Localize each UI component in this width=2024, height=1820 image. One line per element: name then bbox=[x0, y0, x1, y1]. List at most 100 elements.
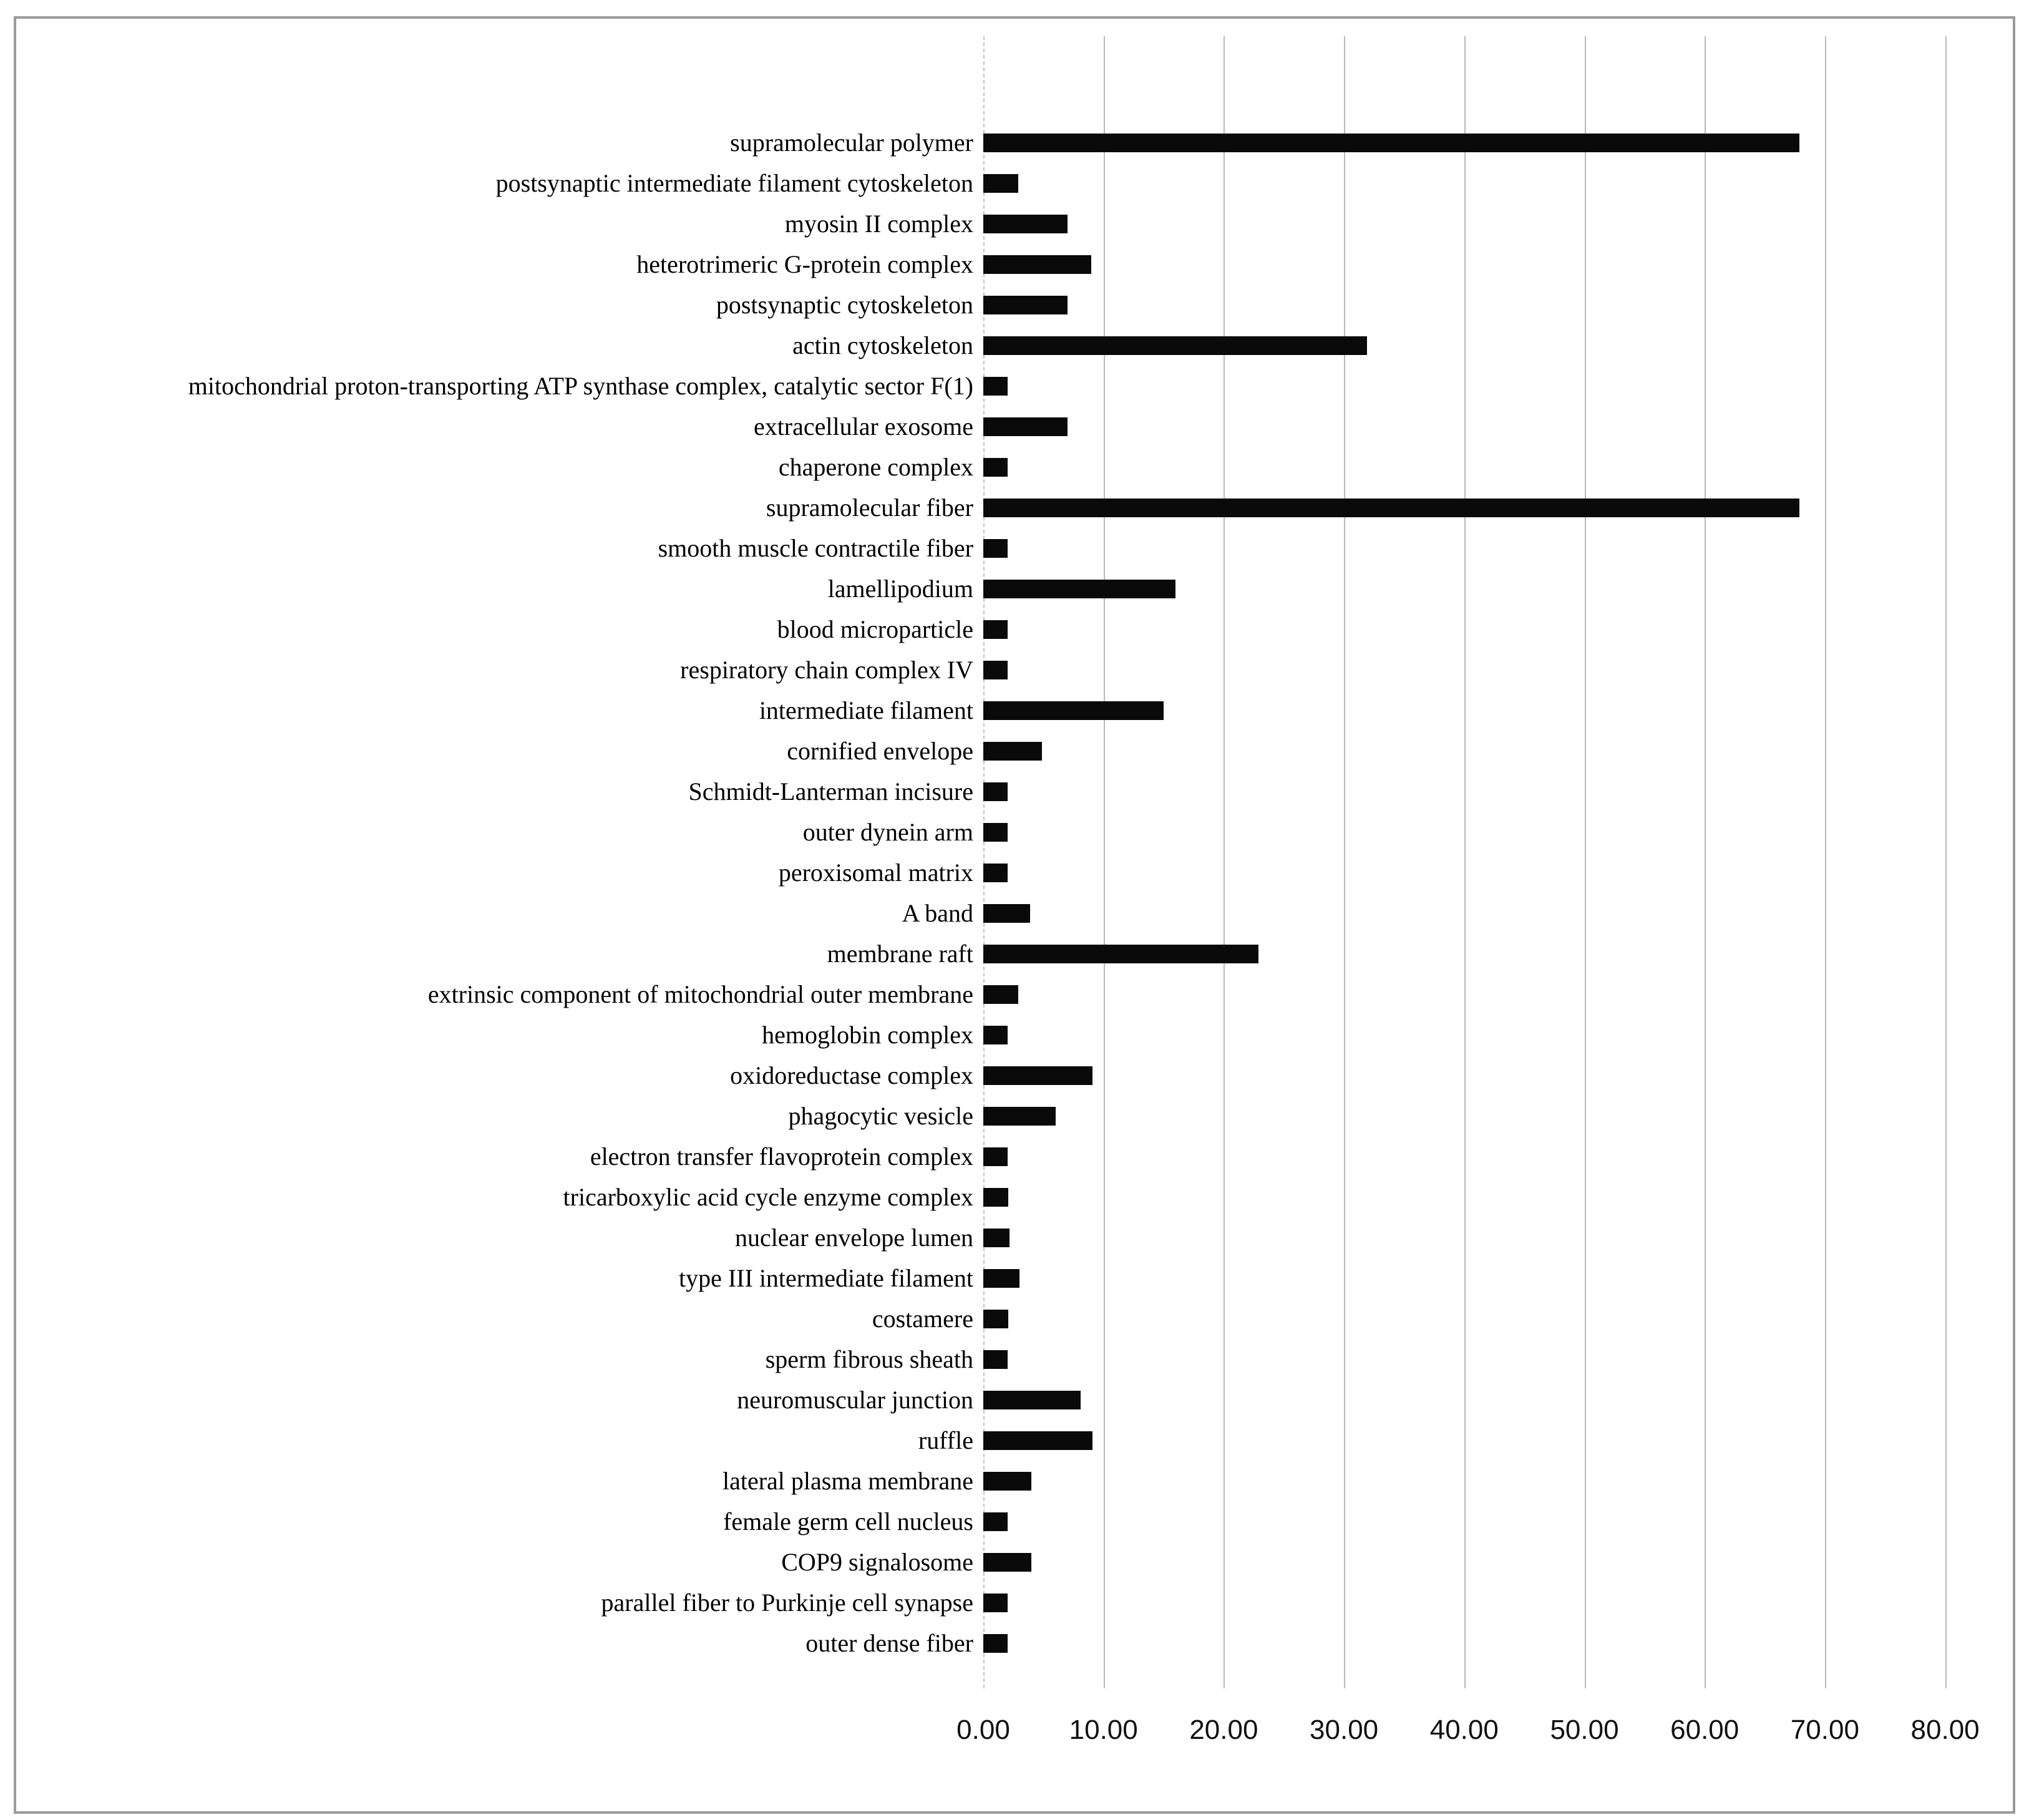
bar-track bbox=[983, 122, 1997, 163]
bar-track bbox=[983, 812, 1997, 852]
x-tick-label: 60.00 bbox=[1670, 1715, 1739, 1745]
bar bbox=[983, 1147, 1008, 1166]
category-label: A band bbox=[902, 898, 973, 927]
x-tick-label: 80.00 bbox=[1910, 1715, 1980, 1745]
bar-track bbox=[983, 1582, 1997, 1623]
bar-row: phagocytic vesicle bbox=[16, 1096, 1997, 1136]
bar-row: intermediate filament bbox=[16, 690, 1997, 731]
gridline bbox=[1224, 36, 1225, 1688]
category-label: supramolecular fiber bbox=[766, 493, 973, 522]
bar bbox=[983, 1512, 1008, 1531]
bar-row: peroxisomal matrix bbox=[16, 852, 1997, 893]
bar-track bbox=[983, 609, 1997, 650]
bar bbox=[983, 1228, 1010, 1247]
bar-row: extracellular exosome bbox=[16, 406, 1997, 447]
bar bbox=[983, 1066, 1093, 1085]
bar-row: supramolecular polymer bbox=[16, 122, 1997, 163]
bar-track bbox=[983, 406, 1997, 447]
bar-row: lateral plasma membrane bbox=[16, 1461, 1997, 1501]
bar-row: extrinsic component of mitochondrial out… bbox=[16, 974, 1997, 1015]
category-label: lateral plasma membrane bbox=[722, 1466, 973, 1495]
bar bbox=[983, 985, 1018, 1004]
category-label: costamere bbox=[872, 1304, 973, 1333]
bar bbox=[983, 538, 1008, 558]
bar-row: type III intermediate filament bbox=[16, 1258, 1997, 1298]
category-label: outer dense fiber bbox=[805, 1628, 973, 1657]
category-label: myosin II complex bbox=[784, 209, 973, 238]
category-label: neuromuscular junction bbox=[737, 1385, 973, 1414]
bar bbox=[983, 782, 1008, 801]
category-label: intermediate filament bbox=[759, 696, 973, 724]
x-tick-label: 10.00 bbox=[1069, 1715, 1138, 1745]
bar-row: outer dense fiber bbox=[16, 1623, 1997, 1663]
bar-row: sperm fibrous sheath bbox=[16, 1339, 1997, 1380]
category-label: phagocytic vesicle bbox=[788, 1101, 973, 1130]
category-label: postsynaptic cytoskeleton bbox=[716, 290, 973, 319]
bar-row: oxidoreductase complex bbox=[16, 1055, 1997, 1096]
bar-track bbox=[983, 1096, 1997, 1136]
bar-row: myosin II complex bbox=[16, 203, 1997, 244]
category-label: smooth muscle contractile fiber bbox=[658, 533, 973, 562]
bar-track bbox=[983, 1217, 1997, 1258]
bar-track bbox=[983, 690, 1997, 731]
bar-track bbox=[983, 1177, 1997, 1217]
gridline bbox=[1945, 36, 1947, 1688]
bar-track bbox=[983, 974, 1997, 1015]
bar bbox=[983, 1390, 1081, 1409]
category-label: type III intermediate filament bbox=[678, 1263, 973, 1292]
gridline bbox=[1584, 36, 1586, 1688]
gridline bbox=[1344, 36, 1346, 1688]
bar-track bbox=[983, 1055, 1997, 1096]
bar bbox=[983, 1471, 1032, 1491]
bar-row: membrane raft bbox=[16, 933, 1997, 974]
category-label: ruffle bbox=[918, 1426, 973, 1454]
bar bbox=[983, 944, 1259, 963]
category-label: parallel fiber to Purkinje cell synapse bbox=[601, 1588, 973, 1617]
bar-row: cornified envelope bbox=[16, 731, 1997, 771]
bar-row: electron transfer flavoprotein complex bbox=[16, 1136, 1997, 1177]
bar bbox=[983, 173, 1018, 193]
x-tick-label: 70.00 bbox=[1790, 1715, 1859, 1745]
bar-row: postsynaptic cytoskeleton bbox=[16, 285, 1997, 325]
bar bbox=[983, 1268, 1019, 1288]
bar-row: hemoglobin complex bbox=[16, 1015, 1997, 1055]
bar-track bbox=[983, 1258, 1997, 1298]
bar-rows: supramolecular polymer postsynaptic inter… bbox=[16, 122, 1997, 1663]
x-tick-label: 20.00 bbox=[1189, 1715, 1258, 1745]
bar-track bbox=[983, 1501, 1997, 1542]
category-label: postsynaptic intermediate filament cytos… bbox=[495, 168, 973, 197]
category-label: extracellular exosome bbox=[753, 412, 973, 440]
bar bbox=[983, 295, 1068, 314]
bar-row: COP9 signalosome bbox=[16, 1542, 1997, 1582]
bar-row: costamere bbox=[16, 1298, 1997, 1339]
bar-row: lamellipodium bbox=[16, 568, 1997, 609]
bar-track bbox=[983, 731, 1997, 771]
bar-track bbox=[983, 933, 1997, 974]
bar-track bbox=[983, 1339, 1997, 1380]
bar bbox=[983, 1350, 1008, 1369]
category-label: nuclear envelope lumen bbox=[734, 1223, 973, 1252]
bar-row: actin cytoskeleton bbox=[16, 325, 1997, 366]
bar bbox=[983, 336, 1367, 355]
bar-row: heterotrimeric G-protein complex bbox=[16, 244, 1997, 285]
bar bbox=[983, 376, 1008, 396]
category-label: oxidoreductase complex bbox=[730, 1061, 973, 1089]
x-tick-label: 50.00 bbox=[1550, 1715, 1619, 1745]
bar-row: postsynaptic intermediate filament cytos… bbox=[16, 163, 1997, 203]
bar bbox=[983, 1552, 1032, 1572]
bar-track bbox=[983, 285, 1997, 325]
bar bbox=[983, 1431, 1093, 1450]
plot-grid bbox=[983, 36, 1997, 1688]
category-label: lamellipodium bbox=[827, 574, 973, 603]
bar bbox=[983, 863, 1008, 882]
bar bbox=[983, 701, 1164, 720]
gridline bbox=[1464, 36, 1466, 1688]
bar-track bbox=[983, 1542, 1997, 1582]
bar-track bbox=[983, 568, 1997, 609]
bar-track bbox=[983, 325, 1997, 366]
bar-track bbox=[983, 1420, 1997, 1461]
bar-row: female germ cell nucleus bbox=[16, 1501, 1997, 1542]
category-label: Schmidt-Lanterman incisure bbox=[688, 777, 973, 805]
bar-track bbox=[983, 650, 1997, 690]
